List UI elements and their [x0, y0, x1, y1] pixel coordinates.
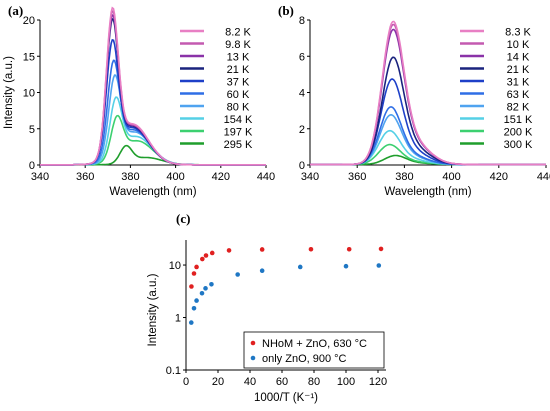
legend-label: 60 K	[227, 89, 250, 101]
legend-label: 151 K	[504, 114, 533, 126]
data-point	[259, 247, 265, 252]
y-tick-label: 20	[23, 15, 35, 27]
data-point	[188, 320, 194, 325]
data-point	[226, 248, 232, 253]
x-axis-title: 1000/T (K⁻¹)	[254, 392, 318, 404]
x-tick-label: 100	[337, 376, 355, 388]
panel-label: (c)	[176, 211, 190, 226]
legend-label: 10 K	[507, 39, 530, 51]
x-axis-title: Wavelength (nm)	[109, 186, 196, 198]
y-tick-label: 5	[29, 124, 35, 136]
y-tick-label: 10	[23, 88, 35, 100]
panel-label: (a)	[8, 3, 23, 18]
y-tick-label: 2	[299, 124, 305, 136]
x-tick-label: 80	[308, 376, 320, 388]
data-point	[308, 246, 314, 252]
y-tick-label: 6	[299, 51, 305, 63]
x-tick-label: 40	[244, 376, 256, 388]
legend-label: 8.3 K	[505, 27, 531, 39]
x-tick-label: 60	[276, 376, 288, 388]
data-point	[346, 246, 352, 252]
x-tick-label: 400	[166, 171, 184, 183]
y-tick-label: 8	[299, 15, 305, 27]
x-tick-label: 400	[442, 171, 460, 183]
legend-label: 9.8 K	[225, 39, 251, 51]
data-point	[191, 305, 197, 311]
y-tick-label: 0.1	[166, 365, 181, 377]
x-tick-label: 120	[369, 376, 387, 388]
legend-box	[243, 331, 385, 369]
data-point	[203, 286, 208, 291]
legend-label: 197 K	[224, 127, 253, 139]
data-point	[194, 298, 199, 303]
data-point	[378, 246, 384, 252]
legend-marker	[250, 340, 256, 346]
y-tick-label: 4	[299, 88, 305, 100]
legend-label: 295 K	[224, 139, 253, 151]
legend-label: 13 K	[227, 52, 250, 64]
legend-label: 63 K	[507, 89, 530, 101]
x-tick-label: 340	[301, 171, 319, 183]
series-line	[40, 6, 266, 166]
legend-label: 31 K	[507, 77, 530, 89]
x-tick-label: 360	[76, 171, 94, 183]
chart-panel-2: 0 20 40 60 80 100 120 0.1 1 10 1000/T (K⁻¹) Intensi…	[147, 211, 387, 404]
x-tick-label: 20	[212, 376, 224, 388]
x-tick-label: 420	[490, 171, 508, 183]
x-axis-title: Wavelength (nm)	[384, 186, 471, 198]
data-point	[259, 268, 265, 274]
x-tick-label: 0	[183, 376, 189, 388]
data-point	[194, 264, 199, 270]
legend-label: 14 K	[507, 52, 530, 64]
x-tick-label: 380	[121, 171, 139, 183]
x-tick-label: 420	[212, 171, 230, 183]
y-tick-label: 10	[169, 260, 181, 272]
legend-label: 80 K	[227, 102, 250, 114]
chart-panel-1: 340 360 380 400 420 440 0 2 4 6 8 Wavelength (nm) (b…	[278, 3, 550, 198]
data-point	[200, 256, 205, 262]
y-tick-label: 0	[299, 160, 305, 172]
data-point	[343, 263, 349, 269]
legend-label: 37 K	[227, 77, 250, 89]
series-line	[310, 20, 546, 166]
panel-label: (b)	[278, 3, 294, 18]
legend-label: 8.2 K	[225, 27, 251, 39]
y-axis-title: Intensity (a.u.)	[3, 56, 15, 129]
data-point	[203, 253, 209, 258]
legend-label: 21 K	[507, 64, 530, 76]
data-point	[297, 264, 303, 270]
legend-label: 82 K	[507, 102, 530, 114]
legend-label: 300 K	[504, 139, 533, 151]
chart-panel-0: 340 360 380 400 420 440 0 5 10 15 20 Wavelength (nm…	[3, 3, 275, 198]
data-point	[209, 281, 214, 287]
data-point	[376, 263, 382, 268]
data-point	[199, 290, 205, 296]
legend-marker	[250, 355, 256, 361]
y-tick-label: 15	[23, 51, 35, 63]
x-tick-label: 380	[395, 171, 413, 183]
y-tick-label: 0	[29, 160, 35, 172]
legend-label: 21 K	[227, 64, 250, 76]
x-tick-label: 440	[537, 171, 550, 183]
data-point	[189, 284, 194, 289]
data-point	[209, 250, 215, 256]
x-tick-label: 340	[31, 171, 49, 183]
legend-label: only ZnO, 900 °C	[262, 353, 347, 365]
x-tick-label: 360	[348, 171, 366, 183]
x-tick-label: 440	[257, 171, 275, 183]
legend-label: 200 K	[504, 127, 533, 139]
data-point	[235, 272, 240, 277]
legend-label: NHoM + ZnO, 630 °C	[262, 338, 367, 350]
y-axis-title: Intensity (a.u.)	[147, 273, 159, 346]
y-tick-label: 1	[175, 313, 181, 325]
data-point	[191, 271, 197, 276]
legend-label: 154 K	[224, 114, 253, 126]
